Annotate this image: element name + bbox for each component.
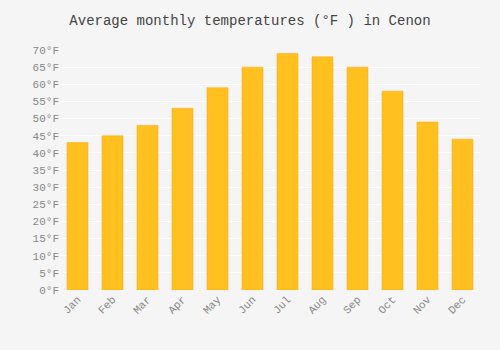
svg-text:50°F: 50°F <box>33 113 59 125</box>
svg-text:65°F: 65°F <box>33 62 59 74</box>
svg-text:May: May <box>201 294 224 317</box>
svg-text:Feb: Feb <box>96 294 118 316</box>
svg-text:Oct: Oct <box>376 294 398 316</box>
svg-text:60°F: 60°F <box>33 79 59 91</box>
svg-text:Dec: Dec <box>446 294 468 316</box>
svg-text:35°F: 35°F <box>33 165 59 177</box>
svg-text:25°F: 25°F <box>33 199 59 211</box>
svg-text:40°F: 40°F <box>33 148 59 160</box>
svg-text:Jun: Jun <box>236 294 258 316</box>
svg-text:30°F: 30°F <box>33 182 59 194</box>
svg-text:55°F: 55°F <box>33 96 59 108</box>
svg-text:10°F: 10°F <box>33 251 59 263</box>
svg-text:20°F: 20°F <box>33 216 59 228</box>
svg-text:Jul: Jul <box>271 294 293 316</box>
svg-text:Average monthly temperatures (: Average monthly temperatures (°F ) in Ce… <box>69 13 430 29</box>
svg-text:Jan: Jan <box>61 294 83 316</box>
svg-text:45°F: 45°F <box>33 131 59 143</box>
svg-text:Apr: Apr <box>166 294 188 316</box>
svg-text:70°F: 70°F <box>33 45 59 57</box>
svg-text:15°F: 15°F <box>33 233 59 245</box>
svg-text:Nov: Nov <box>411 294 434 317</box>
svg-text:5°F: 5°F <box>39 268 59 280</box>
svg-text:Aug: Aug <box>306 294 328 316</box>
svg-text:0°F: 0°F <box>39 285 59 297</box>
svg-text:Sep: Sep <box>341 294 363 316</box>
svg-text:Mar: Mar <box>131 294 153 316</box>
